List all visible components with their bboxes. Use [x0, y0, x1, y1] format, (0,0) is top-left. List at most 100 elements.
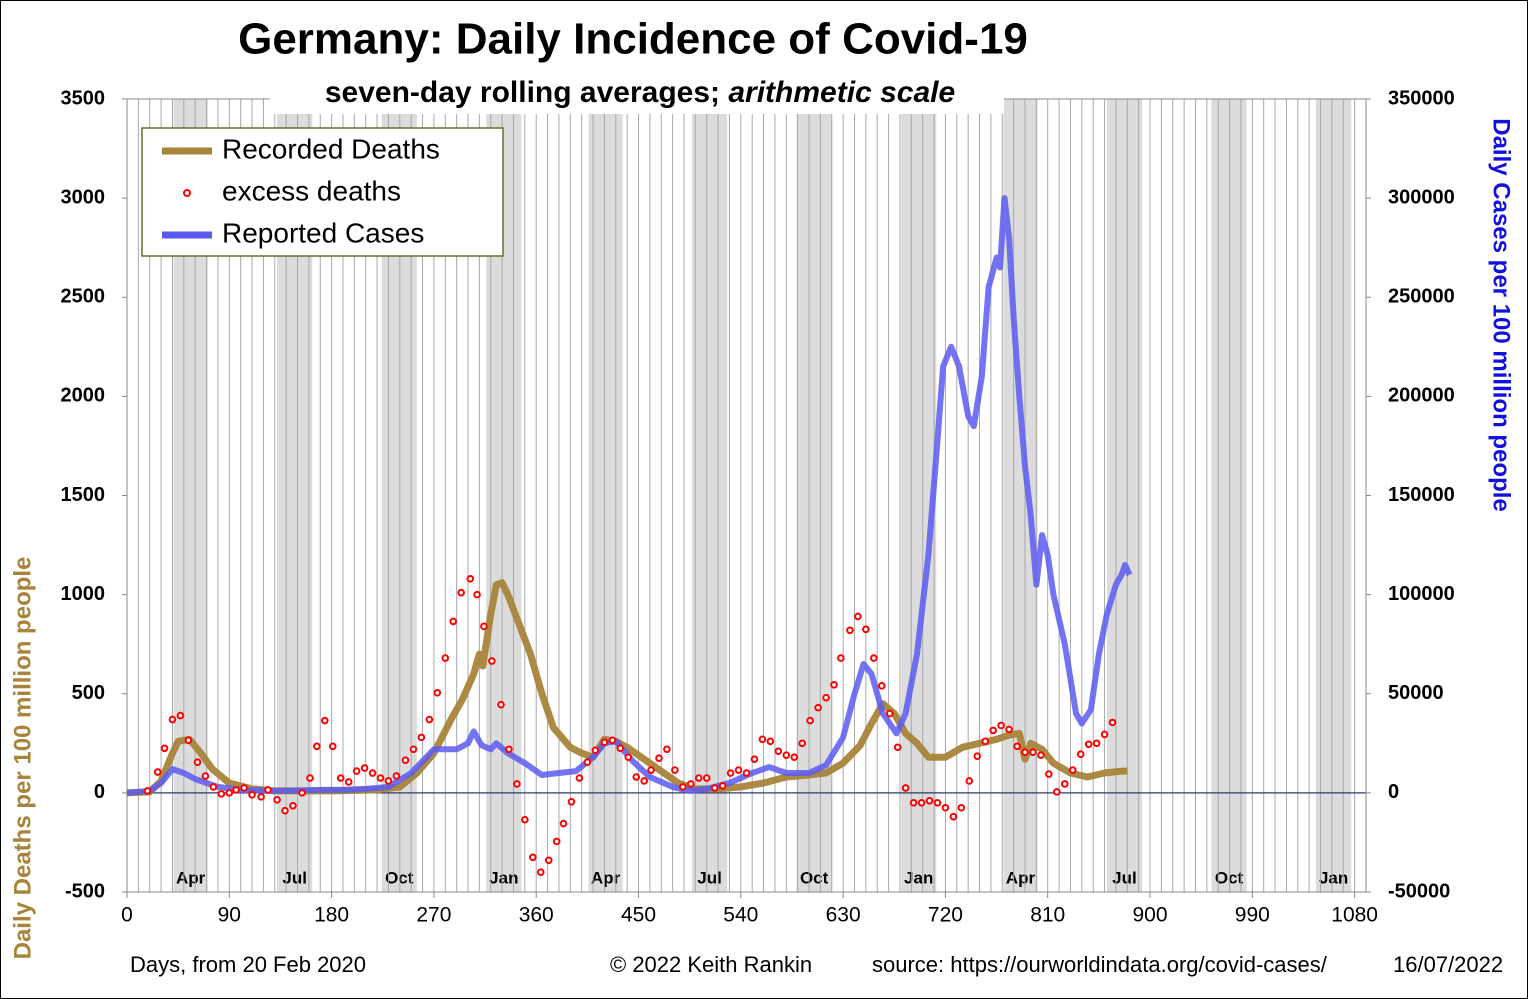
excess-point	[854, 612, 862, 621]
excess-point	[1076, 750, 1085, 759]
series-line	[126, 195, 1133, 796]
excess-point	[1021, 748, 1029, 757]
excess-point	[209, 783, 218, 791]
month-label: Jul	[1112, 868, 1137, 887]
subtitle-bg	[270, 76, 1004, 114]
month-label: Jan	[489, 868, 518, 887]
excess-point	[997, 721, 1005, 730]
excess-point	[949, 812, 958, 821]
x-tick-label: 540	[723, 904, 758, 927]
excess-point	[837, 654, 845, 662]
excess-point	[774, 747, 783, 756]
month-band	[691, 99, 728, 892]
excess-point	[552, 837, 561, 846]
excess-point	[583, 758, 592, 766]
excess-point	[1060, 780, 1069, 788]
excess-point	[941, 803, 950, 812]
excess-point	[384, 777, 393, 785]
excess-point	[328, 742, 337, 751]
excess-point	[877, 682, 886, 690]
excess-point	[480, 622, 488, 631]
excess-point	[201, 772, 210, 780]
month-label: Jul	[697, 868, 722, 887]
excess-point	[798, 739, 806, 748]
x-tick-label: 360	[519, 904, 554, 927]
excess-point	[726, 769, 735, 777]
excess-point	[1037, 751, 1045, 760]
excess-point	[862, 625, 870, 634]
y2-axis-label: Daily Cases per 100 million people	[1488, 118, 1515, 512]
chart-subtitle: seven-day rolling averages; arithmetic s…	[325, 76, 955, 109]
x-tick-label: 720	[928, 904, 963, 927]
excess-point	[600, 738, 609, 747]
excess-point	[694, 774, 703, 782]
excess-point	[232, 786, 240, 794]
y-tick-label: 3500	[61, 87, 106, 109]
excess-point	[392, 772, 401, 780]
excess-point	[925, 797, 934, 805]
excess-point	[473, 590, 481, 599]
excess-point	[176, 711, 185, 720]
month-label: Jan	[904, 868, 933, 887]
y-tick-label: 3000	[61, 186, 106, 208]
x-tick-label: 990	[1235, 904, 1270, 927]
y2-tick-label: 150000	[1388, 484, 1455, 506]
y-tick-label: 0	[94, 781, 105, 803]
excess-point	[417, 733, 426, 742]
excess-point	[143, 787, 152, 795]
month-label: Apr	[591, 868, 621, 887]
month-label: Apr	[176, 868, 206, 887]
excess-point	[184, 736, 193, 745]
x-tick-label: 450	[621, 904, 656, 927]
excess-point	[782, 751, 791, 760]
excess-point	[870, 654, 878, 662]
excess-point	[298, 789, 306, 797]
excess-point	[1029, 748, 1037, 757]
excess-point	[710, 784, 719, 792]
excess-point	[846, 626, 854, 635]
excess-point	[742, 769, 751, 777]
y2-tick-label: -50000	[1388, 880, 1450, 902]
excess-point	[320, 716, 329, 725]
excess-point	[376, 774, 385, 782]
x-tick-label: 810	[1030, 904, 1065, 927]
excess-point	[1045, 770, 1053, 778]
excess-point	[901, 784, 910, 792]
x-tick-label: 900	[1133, 904, 1168, 927]
excess-point	[368, 769, 377, 777]
y-axis-label: Daily Deaths per 100 million people	[9, 557, 36, 960]
x-tick-label: 180	[314, 904, 349, 927]
excess-point	[766, 737, 775, 746]
excess-point	[624, 753, 633, 761]
month-band	[588, 99, 623, 892]
excess-point	[1084, 740, 1093, 749]
month-label: Oct	[800, 868, 829, 887]
excess-point	[822, 693, 830, 702]
y2-tick-label: 300000	[1388, 186, 1455, 208]
month-label: Jan	[1319, 868, 1348, 887]
month-band	[1106, 99, 1143, 892]
excess-point	[830, 681, 838, 689]
source: source: https://ourworldindata.org/covid…	[872, 952, 1328, 977]
excess-point	[264, 786, 272, 794]
excess-point	[1013, 742, 1021, 751]
excess-point	[632, 773, 641, 781]
y2-tick-label: 100000	[1388, 583, 1455, 605]
excess-point	[734, 766, 743, 774]
excess-point	[401, 756, 410, 764]
y2-tick-label: 350000	[1388, 87, 1455, 109]
excess-point	[240, 784, 248, 792]
excess-point	[1068, 766, 1077, 774]
excess-point	[758, 735, 767, 744]
date: 16/07/2022	[1393, 952, 1503, 977]
excess-point	[313, 742, 321, 751]
excess-point	[893, 743, 902, 752]
excess-point	[616, 744, 625, 753]
excess-point	[529, 853, 537, 862]
excess-point	[885, 709, 894, 718]
excess-point	[248, 791, 256, 799]
credit: © 2022 Keith Rankin	[610, 952, 812, 977]
excess-point	[497, 700, 505, 709]
excess-point	[281, 806, 289, 815]
